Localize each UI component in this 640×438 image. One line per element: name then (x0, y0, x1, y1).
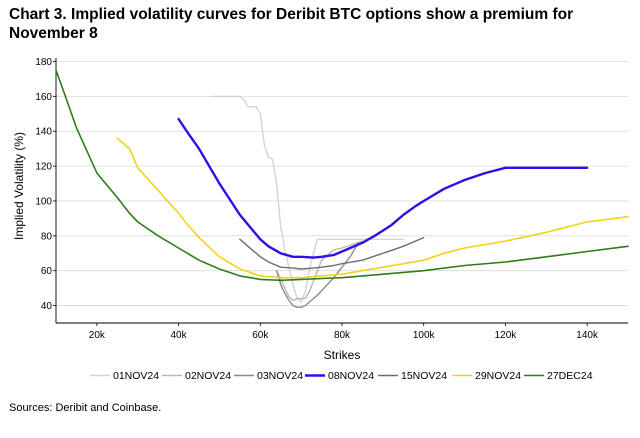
legend-label-27dec24: 27DEC24 (547, 370, 593, 382)
legend-label-03nov24: 03NOV24 (257, 370, 303, 382)
series-line-03nov24 (275, 242, 359, 308)
x-tick-label: 120k (495, 330, 518, 341)
legend-label-02nov24: 02NOV24 (185, 370, 231, 382)
gridlines (56, 61, 628, 306)
legend: 01NOV24 02NOV24 03NOV24 08NOV24 15NOV24 29NOV… (90, 370, 593, 382)
series-line-15nov24 (239, 236, 425, 270)
series-line-02nov24 (275, 240, 364, 301)
x-tick-label: 60k (252, 330, 269, 341)
chart: 40 60 80 100 120 140 160 180 20k 40k 60k 80k 100k 120… (12, 57, 629, 382)
y-tick-label: 100 (35, 196, 52, 207)
x-tick-label: 100k (413, 330, 436, 341)
series-line-29nov24 (116, 137, 629, 279)
source-note: Sources: Deribit and Coinbase. (9, 402, 162, 414)
y-tick-label: 160 (35, 92, 52, 103)
chart-title: Chart 3. Implied volatility curves for D… (9, 6, 574, 42)
y-tick-label: 40 (41, 301, 53, 312)
y-tick-label: 80 (41, 231, 53, 242)
x-tick-label: 40k (171, 330, 188, 341)
legend-label-29nov24: 29NOV24 (475, 370, 521, 382)
legend-label-15nov24: 15NOV24 (401, 370, 447, 382)
legend-label-08nov24: 08NOV24 (328, 370, 374, 382)
series-line-01nov24 (210, 95, 404, 303)
x-axis-title: Strikes (324, 348, 361, 362)
y-tick-label: 60 (41, 266, 53, 277)
legend-label-01nov24: 01NOV24 (113, 370, 159, 382)
x-tick-label: 140k (576, 330, 599, 341)
y-tick-label: 140 (35, 127, 52, 138)
y-tick-label: 120 (35, 162, 52, 173)
series-line-27dec24 (55, 69, 629, 282)
axes: 40 60 80 100 120 140 160 180 20k 40k 60k 80k 100k 120… (35, 57, 628, 341)
x-tick-label: 20k (89, 330, 106, 341)
y-tick-label: 180 (35, 57, 52, 68)
series-lines (55, 69, 629, 308)
x-tick-label: 80k (334, 330, 351, 341)
series-line-08nov24 (177, 117, 589, 259)
y-axis-title: Implied Volatility (%) (12, 132, 26, 240)
